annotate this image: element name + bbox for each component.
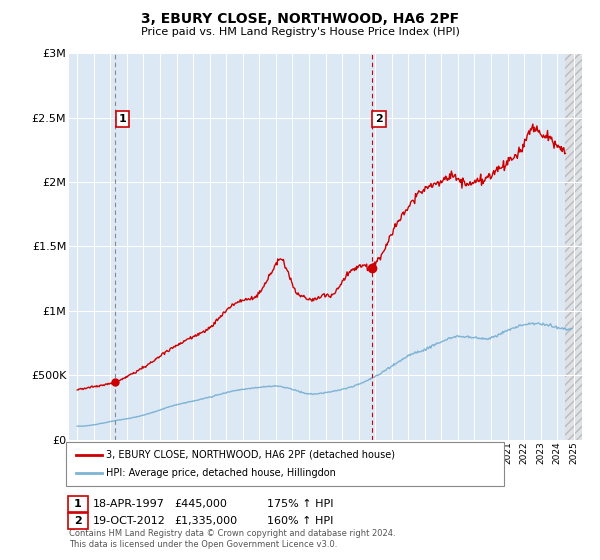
Text: 19-OCT-2012: 19-OCT-2012	[93, 516, 166, 526]
Text: 18-APR-1997: 18-APR-1997	[93, 499, 165, 509]
Text: 2: 2	[74, 516, 82, 526]
Text: Contains HM Land Registry data © Crown copyright and database right 2024.
This d: Contains HM Land Registry data © Crown c…	[69, 529, 395, 549]
Text: 2: 2	[375, 114, 383, 124]
Text: HPI: Average price, detached house, Hillingdon: HPI: Average price, detached house, Hill…	[106, 468, 336, 478]
Text: £1,335,000: £1,335,000	[174, 516, 237, 526]
Text: 3, EBURY CLOSE, NORTHWOOD, HA6 2PF: 3, EBURY CLOSE, NORTHWOOD, HA6 2PF	[141, 12, 459, 26]
Text: 175% ↑ HPI: 175% ↑ HPI	[267, 499, 334, 509]
Text: 3, EBURY CLOSE, NORTHWOOD, HA6 2PF (detached house): 3, EBURY CLOSE, NORTHWOOD, HA6 2PF (deta…	[106, 450, 395, 460]
Text: £445,000: £445,000	[174, 499, 227, 509]
Text: 160% ↑ HPI: 160% ↑ HPI	[267, 516, 334, 526]
Text: 1: 1	[74, 499, 82, 509]
Bar	[565, 53, 590, 440]
Text: Price paid vs. HM Land Registry's House Price Index (HPI): Price paid vs. HM Land Registry's House …	[140, 27, 460, 37]
Text: 1: 1	[118, 114, 126, 124]
